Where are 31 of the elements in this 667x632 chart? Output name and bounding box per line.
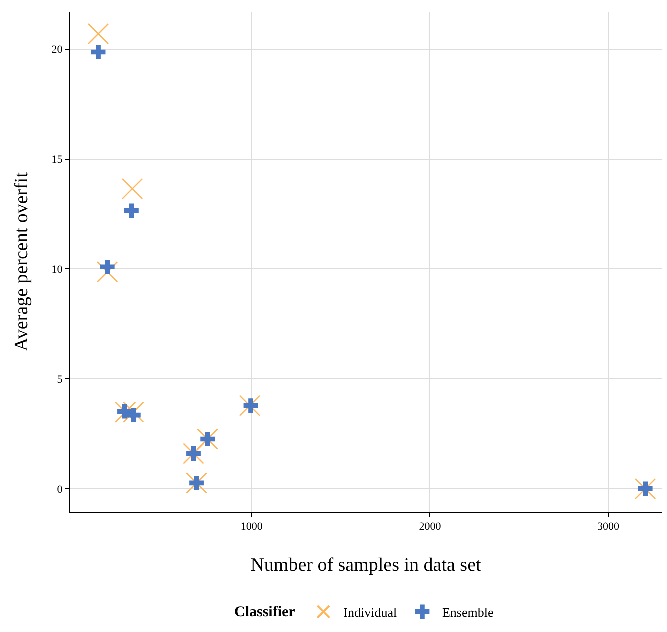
y-tick-label: 15: [52, 154, 64, 166]
point: [96, 261, 118, 283]
point: [118, 404, 132, 419]
point: [634, 478, 656, 500]
point: [126, 408, 141, 422]
y-tick-label: 20: [52, 44, 64, 56]
legend-label: Individual: [344, 605, 398, 620]
point: [91, 45, 106, 60]
point: [186, 472, 208, 494]
legend-title: Classifier: [234, 604, 296, 620]
x-tick-label: 1000: [240, 521, 264, 534]
y-tick-label: 5: [57, 374, 64, 386]
point: [88, 23, 110, 45]
point: [124, 204, 139, 218]
point: [200, 432, 216, 446]
point: [123, 402, 144, 424]
point: [186, 446, 201, 461]
point: [122, 178, 144, 200]
point: [190, 476, 204, 490]
point: [244, 398, 258, 414]
point: [638, 482, 653, 496]
point: [100, 260, 115, 274]
point: [183, 443, 204, 464]
x-tick-label: 2000: [419, 521, 442, 534]
legend-label: Ensemble: [442, 605, 494, 620]
y-tick-label: 0: [57, 484, 64, 496]
y-tick-label: 10: [52, 264, 64, 276]
x-axis-title: Number of samples in data set: [250, 555, 482, 576]
x-tick-label: 3000: [598, 521, 620, 534]
y-axis-title: Average percent overfit: [12, 172, 33, 352]
point: [197, 428, 218, 450]
